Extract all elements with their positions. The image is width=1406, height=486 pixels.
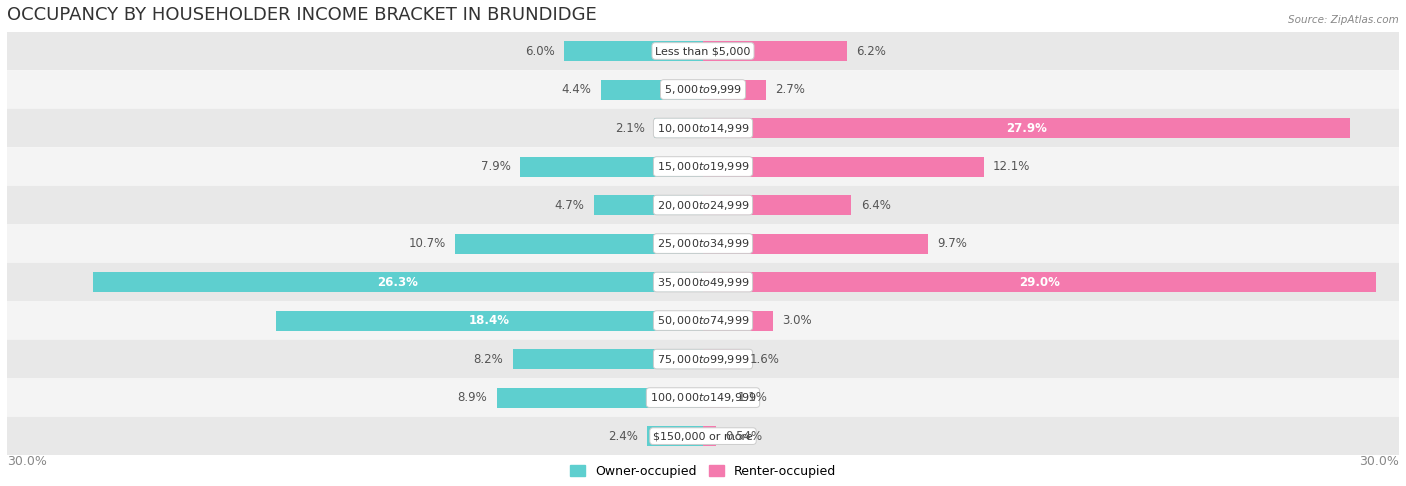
Text: $25,000 to $34,999: $25,000 to $34,999	[657, 237, 749, 250]
Text: 30.0%: 30.0%	[1360, 455, 1399, 469]
FancyBboxPatch shape	[7, 378, 1399, 417]
FancyBboxPatch shape	[7, 109, 1399, 147]
Text: $100,000 to $149,999: $100,000 to $149,999	[650, 391, 756, 404]
FancyBboxPatch shape	[7, 301, 1399, 340]
Text: 27.9%: 27.9%	[1007, 122, 1047, 135]
Text: $150,000 or more: $150,000 or more	[654, 431, 752, 441]
Text: $35,000 to $49,999: $35,000 to $49,999	[657, 276, 749, 289]
Text: $20,000 to $24,999: $20,000 to $24,999	[657, 199, 749, 211]
Bar	[703, 272, 1376, 292]
Text: 8.9%: 8.9%	[457, 391, 488, 404]
Bar	[703, 234, 928, 254]
Bar	[593, 195, 703, 215]
Bar	[454, 234, 703, 254]
Text: 3.0%: 3.0%	[782, 314, 811, 327]
Bar	[703, 195, 852, 215]
Text: 30.0%: 30.0%	[7, 455, 46, 469]
FancyBboxPatch shape	[7, 340, 1399, 378]
FancyBboxPatch shape	[7, 186, 1399, 225]
Text: 4.4%: 4.4%	[562, 83, 592, 96]
FancyBboxPatch shape	[7, 70, 1399, 109]
Text: 29.0%: 29.0%	[1019, 276, 1060, 289]
Text: Less than $5,000: Less than $5,000	[655, 46, 751, 56]
Text: $15,000 to $19,999: $15,000 to $19,999	[657, 160, 749, 173]
Text: $50,000 to $74,999: $50,000 to $74,999	[657, 314, 749, 327]
Bar	[513, 349, 703, 369]
Legend: Owner-occupied, Renter-occupied: Owner-occupied, Renter-occupied	[565, 460, 841, 483]
Text: 12.1%: 12.1%	[993, 160, 1031, 173]
Text: 6.4%: 6.4%	[860, 199, 890, 211]
Text: 6.0%: 6.0%	[524, 45, 554, 57]
Bar	[564, 41, 703, 61]
Bar	[703, 426, 716, 446]
Text: 26.3%: 26.3%	[377, 276, 419, 289]
Bar	[703, 80, 766, 100]
Bar	[703, 118, 1350, 138]
Text: 2.1%: 2.1%	[614, 122, 645, 135]
Text: 2.7%: 2.7%	[775, 83, 804, 96]
Text: 8.2%: 8.2%	[474, 352, 503, 365]
Text: 9.7%: 9.7%	[938, 237, 967, 250]
Bar	[520, 156, 703, 176]
Bar	[600, 80, 703, 100]
FancyBboxPatch shape	[7, 147, 1399, 186]
Text: $75,000 to $99,999: $75,000 to $99,999	[657, 352, 749, 365]
Bar	[703, 156, 984, 176]
Bar	[647, 426, 703, 446]
Text: 10.7%: 10.7%	[408, 237, 446, 250]
Bar	[703, 311, 773, 330]
Bar	[703, 349, 740, 369]
Text: Source: ZipAtlas.com: Source: ZipAtlas.com	[1288, 15, 1399, 25]
FancyBboxPatch shape	[7, 417, 1399, 455]
Text: 0.54%: 0.54%	[725, 430, 762, 443]
FancyBboxPatch shape	[7, 32, 1399, 70]
Bar	[276, 311, 703, 330]
Text: 1.6%: 1.6%	[749, 352, 779, 365]
FancyBboxPatch shape	[7, 263, 1399, 301]
Bar	[703, 41, 846, 61]
Text: 1.1%: 1.1%	[738, 391, 768, 404]
Bar	[496, 388, 703, 408]
Bar	[703, 388, 728, 408]
Text: 2.4%: 2.4%	[609, 430, 638, 443]
Bar	[654, 118, 703, 138]
Text: 7.9%: 7.9%	[481, 160, 510, 173]
Text: OCCUPANCY BY HOUSEHOLDER INCOME BRACKET IN BRUNDIDGE: OCCUPANCY BY HOUSEHOLDER INCOME BRACKET …	[7, 6, 596, 24]
Text: $5,000 to $9,999: $5,000 to $9,999	[664, 83, 742, 96]
Bar	[93, 272, 703, 292]
FancyBboxPatch shape	[7, 225, 1399, 263]
Text: 6.2%: 6.2%	[856, 45, 886, 57]
Text: 18.4%: 18.4%	[470, 314, 510, 327]
Text: 4.7%: 4.7%	[555, 199, 585, 211]
Text: $10,000 to $14,999: $10,000 to $14,999	[657, 122, 749, 135]
